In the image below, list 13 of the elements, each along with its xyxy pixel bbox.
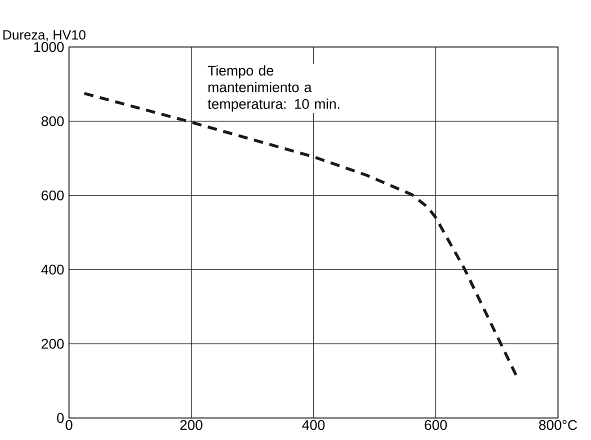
y-tick-label: 0: [57, 413, 64, 423]
x-tick-label: 0: [66, 420, 72, 430]
annotation: Tiempo de mantenimiento a temperatura: 10 min.: [208, 65, 340, 112]
y-tick-label: 800: [42, 116, 64, 126]
x-tick-label: 600: [424, 420, 447, 430]
y-axis-title: Dureza, HV10: [3, 30, 86, 42]
y-tick-label: 200: [42, 338, 64, 349]
x-tick-label: 400: [302, 420, 325, 430]
y-tick-label: 400: [41, 264, 64, 275]
x-tick-label: 800°C: [539, 420, 577, 430]
y-tick-label: 1000: [34, 42, 64, 52]
x-tick-label: 200: [180, 420, 202, 430]
y-tick-label: 600: [42, 190, 64, 200]
